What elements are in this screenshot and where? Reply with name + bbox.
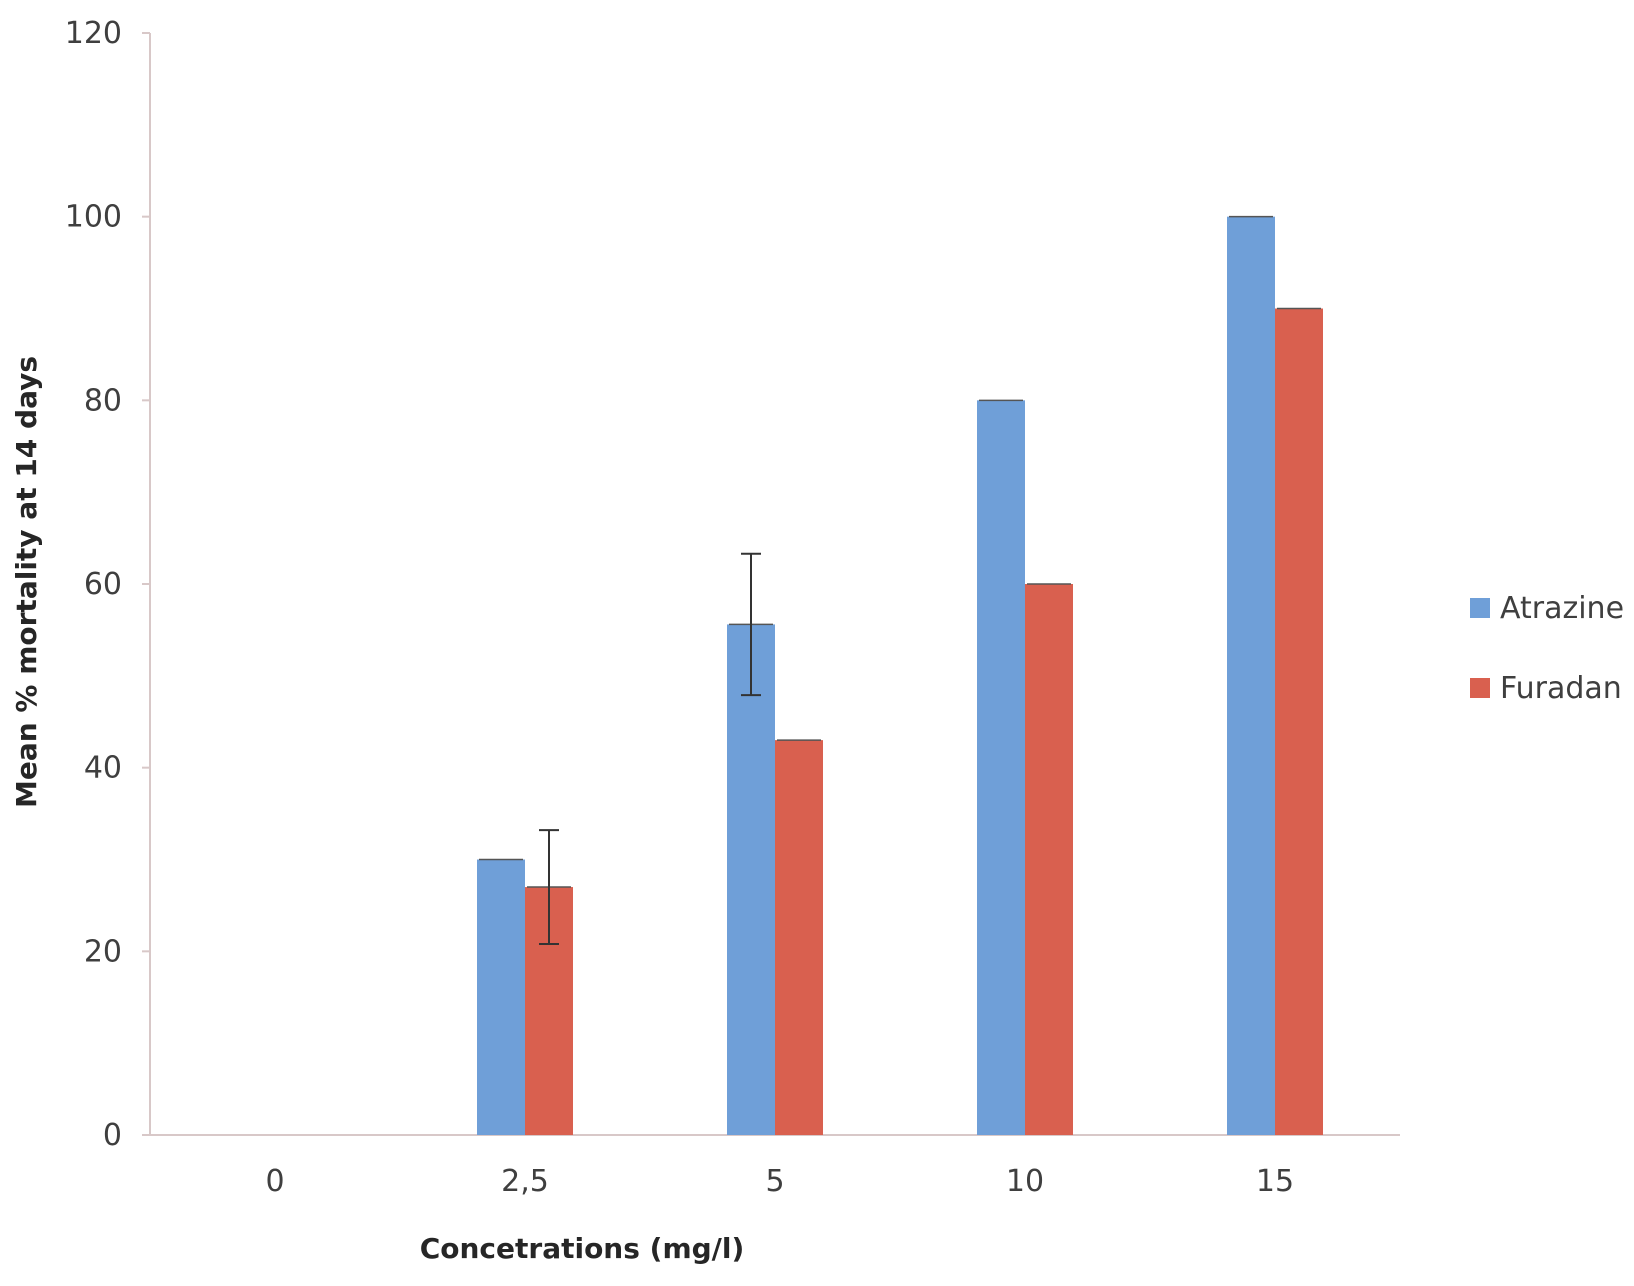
x-tick-label: 5 bbox=[765, 1164, 784, 1199]
y-tick-label: 20 bbox=[84, 934, 122, 969]
y-tick-label: 60 bbox=[84, 567, 122, 602]
x-tick-label: 0 bbox=[265, 1164, 284, 1199]
x-tick-label: 15 bbox=[1256, 1164, 1294, 1199]
x-axis-title: Concetrations (mg/l) bbox=[420, 1232, 745, 1265]
x-tick-label: 2,5 bbox=[501, 1164, 549, 1199]
y-tick-label: 40 bbox=[84, 751, 122, 786]
bars bbox=[477, 215, 1323, 1135]
x-axis: 0 2,5 5 10 15 bbox=[150, 1134, 1400, 1199]
y-axis-title: Mean % mortality at 14 days bbox=[10, 356, 43, 808]
legend-swatch-atrazine bbox=[1470, 598, 1490, 618]
error-bars bbox=[539, 552, 761, 945]
y-tick-label: 0 bbox=[103, 1118, 122, 1153]
bar-furadan-2 bbox=[775, 740, 823, 1135]
legend-swatch-furadan bbox=[1470, 678, 1490, 698]
legend-label-atrazine: Atrazine bbox=[1500, 591, 1624, 626]
bar-atrazine-4 bbox=[1227, 216, 1275, 1135]
bar-atrazine-1 bbox=[477, 859, 525, 1135]
legend: Atrazine Furadan bbox=[1470, 591, 1624, 706]
bar-furadan-3 bbox=[1025, 584, 1073, 1135]
x-tick-label: 10 bbox=[1006, 1164, 1044, 1199]
bar-furadan-4 bbox=[1275, 308, 1323, 1135]
bar-atrazine-3 bbox=[977, 400, 1025, 1135]
bar-atrazine-2 bbox=[727, 624, 775, 1135]
y-tick-label: 80 bbox=[84, 383, 122, 418]
legend-label-furadan: Furadan bbox=[1500, 671, 1622, 706]
y-tick-label: 120 bbox=[65, 16, 122, 51]
y-tick-label: 100 bbox=[65, 200, 122, 235]
y-axis: 0 20 40 60 80 100 120 bbox=[65, 16, 151, 1153]
